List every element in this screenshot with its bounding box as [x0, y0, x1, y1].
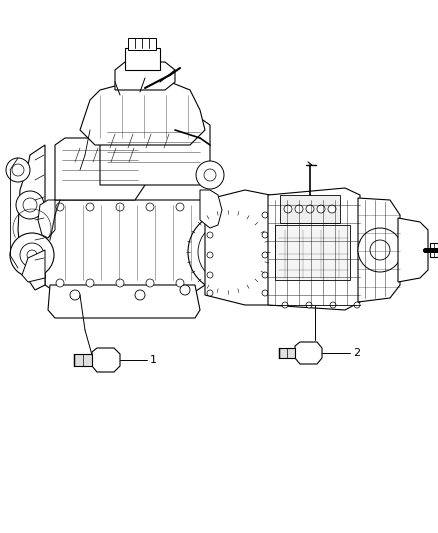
Circle shape	[176, 279, 184, 287]
Circle shape	[262, 272, 268, 278]
Circle shape	[146, 203, 154, 211]
Polygon shape	[295, 342, 322, 364]
Circle shape	[198, 222, 258, 282]
Circle shape	[207, 212, 213, 218]
Circle shape	[262, 212, 268, 218]
Circle shape	[358, 228, 402, 272]
Circle shape	[86, 203, 94, 211]
Circle shape	[70, 290, 80, 300]
Polygon shape	[38, 200, 55, 238]
Circle shape	[204, 169, 216, 181]
Circle shape	[354, 302, 360, 308]
Circle shape	[282, 302, 288, 308]
Polygon shape	[18, 145, 45, 290]
Polygon shape	[268, 188, 360, 310]
Circle shape	[188, 212, 268, 292]
Circle shape	[116, 203, 124, 211]
Polygon shape	[55, 138, 145, 200]
Circle shape	[27, 250, 37, 260]
Circle shape	[317, 205, 325, 213]
Circle shape	[262, 232, 268, 238]
Text: 2: 2	[353, 348, 360, 358]
Polygon shape	[80, 82, 205, 145]
Polygon shape	[200, 190, 222, 228]
Polygon shape	[48, 285, 200, 318]
Circle shape	[207, 272, 213, 278]
Text: 1: 1	[150, 355, 157, 365]
Polygon shape	[92, 348, 120, 372]
Circle shape	[262, 290, 268, 296]
Polygon shape	[398, 218, 428, 282]
Circle shape	[330, 302, 336, 308]
Circle shape	[12, 164, 24, 176]
Circle shape	[56, 279, 64, 287]
Circle shape	[262, 252, 268, 258]
Polygon shape	[358, 198, 400, 302]
Polygon shape	[22, 250, 45, 282]
Circle shape	[207, 232, 213, 238]
Bar	[280, 195, 340, 223]
Circle shape	[207, 290, 213, 296]
Circle shape	[180, 285, 190, 295]
Polygon shape	[115, 62, 175, 90]
Circle shape	[196, 161, 224, 189]
Circle shape	[207, 252, 213, 258]
Circle shape	[295, 205, 303, 213]
Circle shape	[220, 244, 236, 260]
Circle shape	[176, 203, 184, 211]
Circle shape	[10, 233, 54, 277]
Polygon shape	[100, 118, 210, 185]
Circle shape	[328, 205, 336, 213]
Bar	[125, 48, 160, 70]
Bar	[275, 225, 350, 280]
Circle shape	[23, 198, 37, 212]
Circle shape	[20, 243, 44, 267]
Polygon shape	[279, 348, 295, 358]
Circle shape	[146, 279, 154, 287]
Circle shape	[284, 205, 292, 213]
Polygon shape	[205, 190, 270, 305]
Circle shape	[6, 158, 30, 182]
Bar	[128, 38, 156, 50]
Circle shape	[86, 279, 94, 287]
Circle shape	[370, 240, 390, 260]
Circle shape	[135, 290, 145, 300]
Circle shape	[116, 279, 124, 287]
Circle shape	[306, 302, 312, 308]
Circle shape	[306, 205, 314, 213]
Circle shape	[56, 203, 64, 211]
Bar	[430, 243, 438, 257]
Circle shape	[16, 191, 44, 219]
Polygon shape	[45, 200, 210, 295]
Polygon shape	[74, 354, 92, 366]
